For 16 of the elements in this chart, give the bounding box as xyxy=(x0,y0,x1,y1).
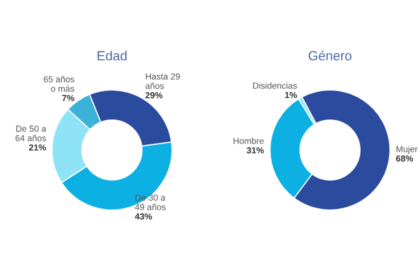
data-label: 1% xyxy=(285,92,297,98)
data-label: 68% xyxy=(396,155,414,162)
slice-label: De 30 a 49 años xyxy=(134,194,166,210)
chart-title: Edad xyxy=(98,50,127,60)
data-label: 7% xyxy=(62,94,74,102)
chart-title: Género xyxy=(308,50,352,60)
data-label: 21% xyxy=(29,144,46,151)
slice-label: Hasta 29 años xyxy=(146,73,180,89)
slice-label: Mujer xyxy=(396,146,418,154)
data-label: 43% xyxy=(134,213,152,220)
data-label: 29% xyxy=(146,92,162,98)
slice-label: Disidencias xyxy=(253,82,297,89)
slice-label: Hombre xyxy=(234,138,264,144)
slice-label: 65 años o más xyxy=(44,76,74,92)
slice-label: De 50 a 64 años xyxy=(16,126,46,142)
data-label: 31% xyxy=(246,147,264,154)
